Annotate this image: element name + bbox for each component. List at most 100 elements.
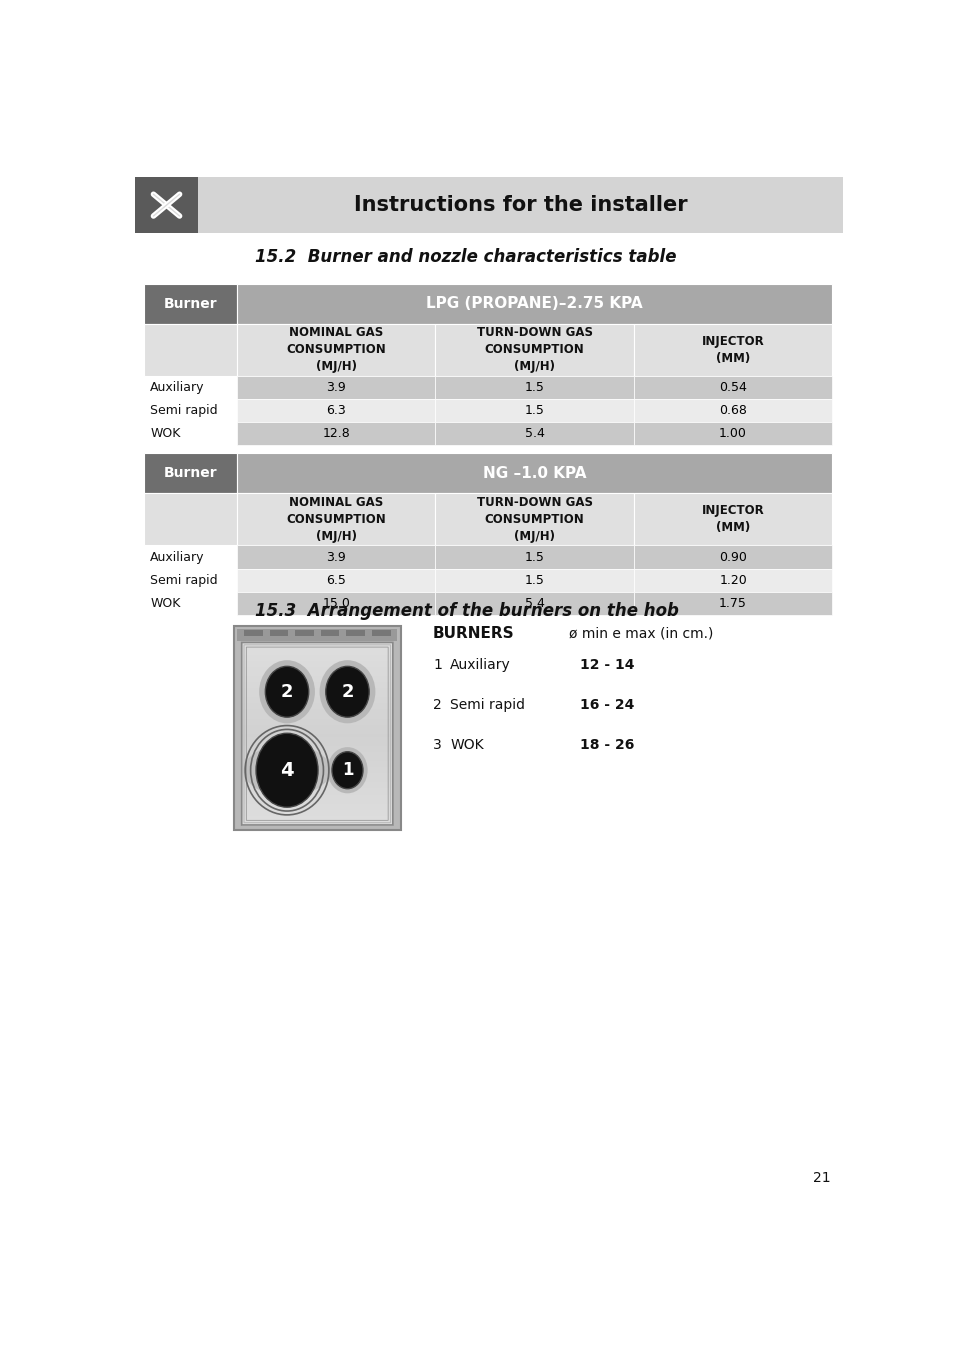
Text: 21: 21: [812, 1170, 830, 1184]
Bar: [241, 713, 393, 717]
Bar: [435, 545, 633, 568]
Text: 1.20: 1.20: [719, 574, 746, 587]
Bar: [241, 667, 393, 671]
Bar: [241, 779, 393, 783]
Ellipse shape: [319, 660, 375, 724]
Text: TURN-DOWN GAS
CONSUMPTION
(MJ/H): TURN-DOWN GAS CONSUMPTION (MJ/H): [476, 495, 592, 543]
Text: TURN-DOWN GAS
CONSUMPTION
(MJ/H): TURN-DOWN GAS CONSUMPTION (MJ/H): [476, 327, 592, 374]
Bar: [241, 747, 393, 749]
Text: 1.5: 1.5: [524, 404, 544, 417]
Text: ø min e max (in cm.): ø min e max (in cm.): [568, 626, 713, 640]
Text: 12.8: 12.8: [322, 428, 350, 440]
Text: NOMINAL GAS
CONSUMPTION
(MJ/H): NOMINAL GAS CONSUMPTION (MJ/H): [286, 327, 386, 374]
Bar: [241, 749, 393, 753]
Bar: [633, 324, 831, 377]
Text: INJECTOR
(MM): INJECTOR (MM): [701, 505, 763, 535]
Bar: [241, 725, 393, 729]
Bar: [241, 737, 393, 741]
Bar: [241, 759, 393, 761]
Bar: [236, 545, 435, 568]
Text: 4: 4: [280, 760, 294, 780]
Text: 3.9: 3.9: [326, 381, 346, 394]
Bar: [320, 630, 339, 636]
Bar: [144, 454, 236, 493]
Bar: [241, 786, 393, 790]
Text: BURNERS: BURNERS: [433, 626, 515, 641]
Bar: [144, 545, 236, 568]
Text: 16 - 24: 16 - 24: [579, 698, 634, 711]
Bar: [241, 676, 393, 680]
Bar: [241, 670, 393, 674]
Bar: [241, 716, 393, 720]
Text: 3: 3: [433, 738, 441, 752]
Text: 1.5: 1.5: [524, 574, 544, 587]
Bar: [435, 423, 633, 446]
Bar: [233, 625, 400, 830]
Bar: [241, 803, 393, 807]
Text: 6.3: 6.3: [326, 404, 346, 417]
Text: Semi rapid: Semi rapid: [450, 698, 524, 711]
Bar: [134, 177, 198, 232]
Text: 2: 2: [280, 683, 293, 701]
Text: 1: 1: [433, 657, 441, 672]
Bar: [241, 652, 393, 655]
Ellipse shape: [255, 752, 317, 788]
Bar: [294, 630, 314, 636]
Bar: [241, 703, 393, 707]
Bar: [236, 284, 831, 324]
Bar: [241, 774, 393, 778]
Text: 2: 2: [433, 698, 441, 711]
Bar: [241, 730, 393, 734]
Text: Burner: Burner: [164, 466, 217, 481]
Bar: [241, 682, 393, 686]
Bar: [241, 798, 393, 802]
Ellipse shape: [325, 667, 369, 717]
Ellipse shape: [243, 744, 330, 796]
Bar: [236, 400, 435, 423]
Bar: [633, 377, 831, 400]
Bar: [633, 545, 831, 568]
Text: WOK: WOK: [450, 738, 483, 752]
Bar: [241, 815, 393, 819]
Text: 2: 2: [341, 683, 354, 701]
Bar: [435, 568, 633, 591]
Bar: [236, 591, 435, 614]
Bar: [270, 630, 288, 636]
Bar: [144, 400, 236, 423]
Bar: [241, 783, 393, 786]
Ellipse shape: [332, 752, 362, 788]
Bar: [241, 801, 393, 805]
Text: Auxiliary: Auxiliary: [150, 381, 205, 394]
Bar: [241, 788, 393, 792]
Bar: [241, 813, 393, 817]
Bar: [241, 679, 393, 683]
Bar: [244, 630, 262, 636]
Bar: [633, 568, 831, 591]
Bar: [241, 767, 393, 771]
Bar: [236, 454, 831, 493]
Bar: [241, 701, 393, 705]
Bar: [241, 764, 393, 768]
Bar: [241, 694, 393, 698]
Bar: [144, 591, 236, 614]
Bar: [241, 791, 393, 795]
Ellipse shape: [259, 660, 314, 724]
Text: WOK: WOK: [150, 428, 180, 440]
Bar: [241, 740, 393, 744]
Text: 5.4: 5.4: [524, 428, 544, 440]
Text: 3.9: 3.9: [326, 551, 346, 563]
Bar: [241, 657, 393, 661]
Bar: [241, 807, 393, 810]
Bar: [236, 493, 435, 545]
Text: NG –1.0 KPA: NG –1.0 KPA: [482, 466, 586, 481]
Bar: [372, 630, 390, 636]
Text: Auxiliary: Auxiliary: [150, 551, 205, 563]
Bar: [144, 568, 236, 591]
Text: Auxiliary: Auxiliary: [450, 657, 511, 672]
Bar: [241, 655, 393, 659]
Bar: [241, 706, 393, 710]
Text: 12 - 14: 12 - 14: [579, 657, 634, 672]
Bar: [241, 697, 393, 701]
Text: 1.5: 1.5: [524, 551, 544, 563]
Bar: [241, 648, 393, 652]
